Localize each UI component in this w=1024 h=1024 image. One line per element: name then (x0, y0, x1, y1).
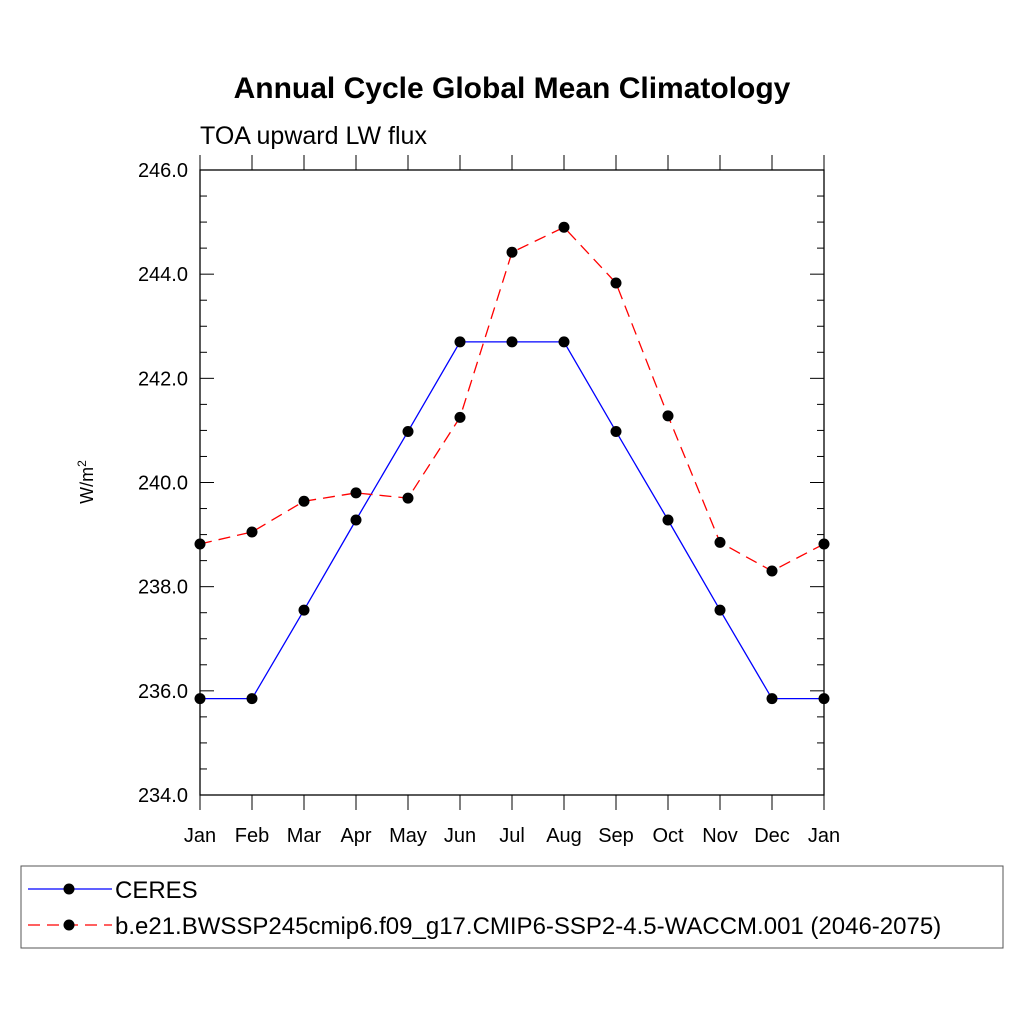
x-tick-label: Oct (652, 825, 684, 847)
data-point-series-1 (506, 246, 518, 258)
data-point-series-1 (662, 410, 674, 422)
plot-axes (199, 169, 825, 796)
legend-swatch-marker (63, 919, 75, 931)
legend-swatch-marker (63, 883, 75, 895)
data-point-series-1 (350, 487, 362, 499)
legend: CERES b.e21.BWSSP245cmip6.f09_g17.CMIP6-S… (20, 865, 1004, 949)
data-point-series-1 (246, 526, 258, 538)
data-point-series-1 (194, 538, 206, 550)
data-point-series-0 (350, 514, 362, 526)
y-axis-label-superscript: 2 (75, 460, 89, 467)
data-point-series-0 (610, 425, 622, 437)
y-tick-label: 242.0 (138, 368, 188, 390)
x-tick-label: Aug (546, 825, 582, 847)
x-tick-label: Feb (235, 825, 269, 847)
y-axis-label-unit: W/m (77, 467, 97, 504)
data-point-series-1 (714, 536, 726, 548)
x-tick-label: Jan (808, 825, 840, 847)
data-point-series-0 (662, 514, 674, 526)
y-tick-label: 236.0 (138, 681, 188, 703)
series-layer (194, 221, 830, 705)
x-tick-label: Apr (340, 825, 371, 847)
y-tick-label: 244.0 (138, 264, 188, 286)
legend-box (20, 865, 1004, 949)
series-line-0 (200, 341, 824, 700)
y-tick-label: 246.0 (138, 160, 188, 182)
data-point-series-1 (558, 221, 570, 233)
x-tick-label: Sep (598, 825, 634, 847)
data-point-series-0 (506, 336, 518, 348)
data-point-series-0 (194, 693, 206, 705)
plot-frame (199, 169, 825, 796)
data-point-series-0 (246, 693, 258, 705)
data-point-series-1 (298, 495, 310, 507)
data-point-series-0 (714, 604, 726, 616)
x-tick-label: Jan (184, 825, 216, 847)
x-tick-label: Jun (444, 825, 476, 847)
data-point-series-1 (766, 565, 778, 577)
series-line-1 (199, 226, 825, 572)
data-point-series-0 (298, 604, 310, 616)
data-point-series-1 (402, 492, 414, 504)
legend-label: b.e21.BWSSP245cmip6.f09_g17.CMIP6-SSP2-4… (115, 913, 941, 940)
x-tick-label: Jul (499, 825, 525, 847)
y-tick-label: 234.0 (138, 785, 188, 807)
data-point-series-0 (818, 693, 830, 705)
data-point-series-1 (610, 277, 622, 289)
chart-title: Annual Cycle Global Mean Climatology (234, 72, 791, 105)
y-tick-label: 238.0 (138, 577, 188, 599)
data-point-series-1 (454, 411, 466, 423)
axis-ticks: 234.0 236.0 238.0 240.0 242.0 244.0 246.0 Jan Fe… (138, 155, 840, 847)
data-point-series-0 (454, 336, 466, 348)
data-point-series-1 (818, 538, 830, 550)
data-point-series-0 (558, 336, 570, 348)
x-tick-label: May (389, 825, 427, 847)
legend-label: CERES (115, 877, 198, 904)
x-tick-label: Mar (287, 825, 322, 847)
chart-subtitle: TOA upward LW flux (200, 122, 427, 150)
y-axis-label: W/m2 (75, 460, 97, 504)
y-tick-label: 240.0 (138, 473, 188, 495)
x-tick-label: Nov (702, 825, 738, 847)
x-tick-label: Dec (754, 825, 790, 847)
data-point-series-0 (766, 693, 778, 705)
svg-text:W/m2: W/m2 (75, 460, 97, 504)
data-point-series-0 (402, 425, 414, 437)
